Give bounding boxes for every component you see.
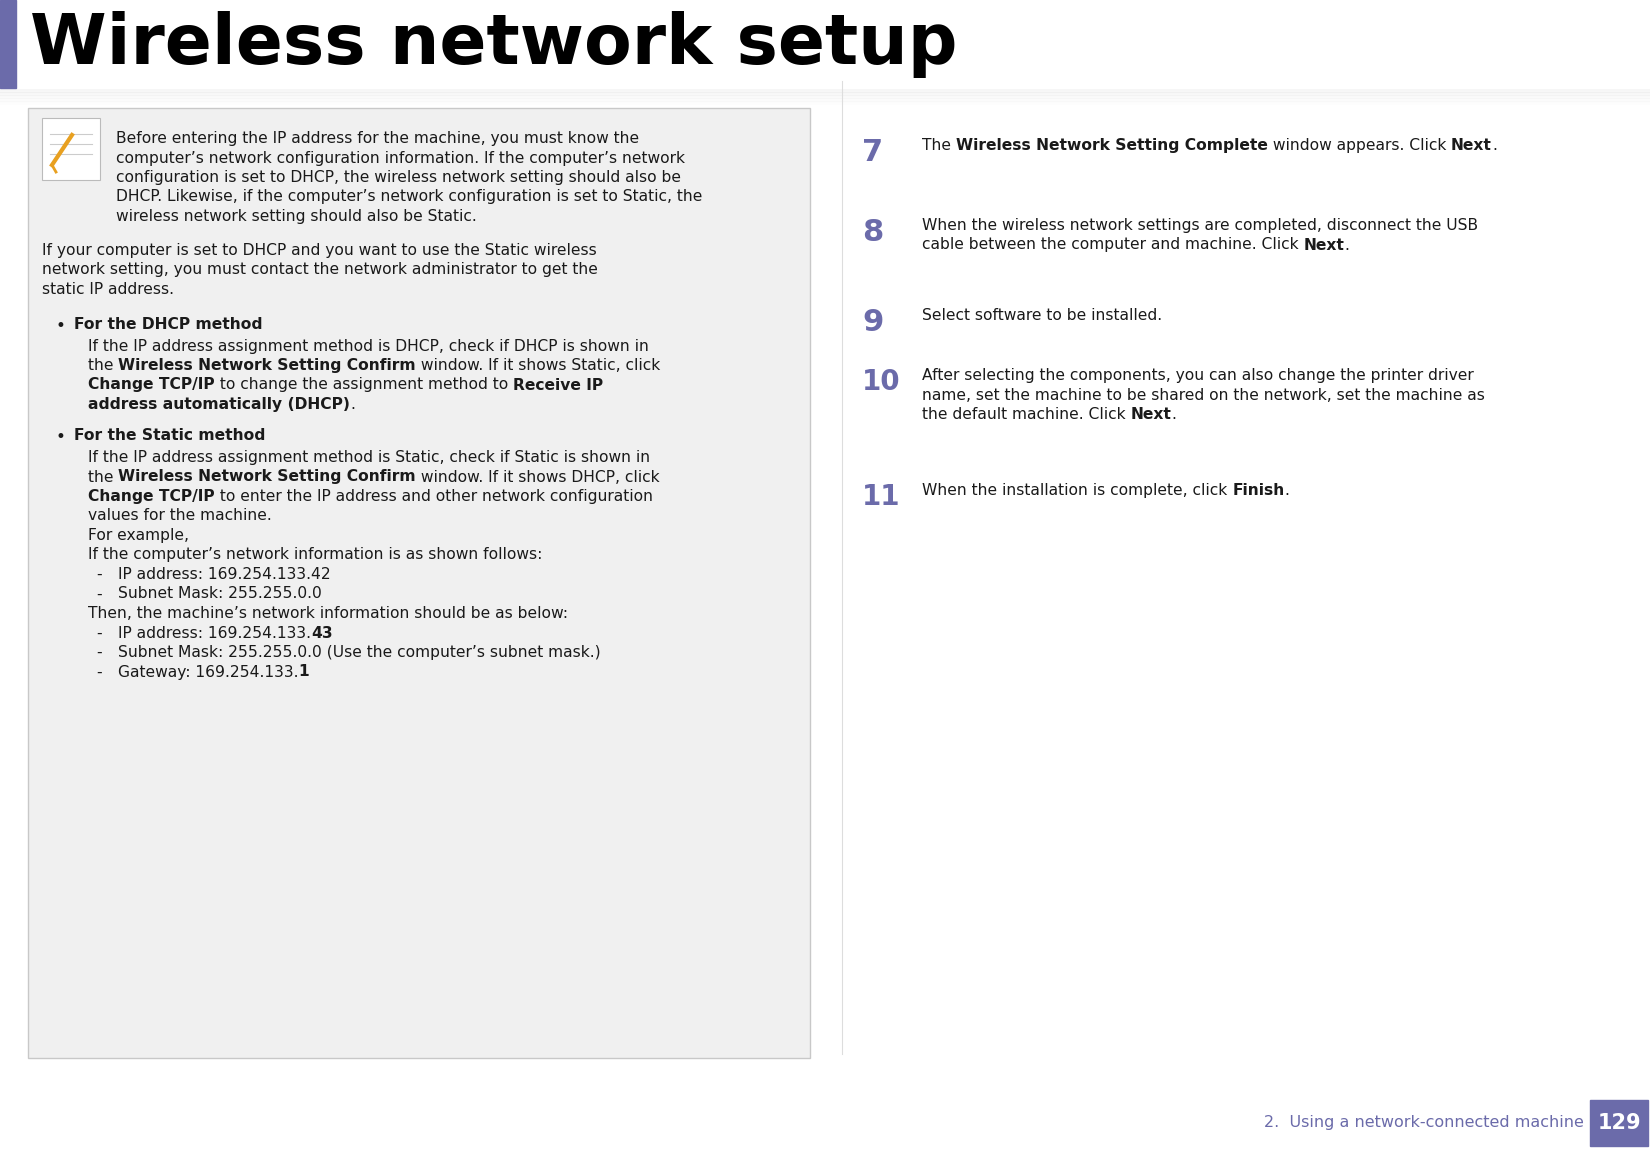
Text: to change the assignment method to: to change the assignment method to bbox=[214, 378, 513, 393]
Text: Finish: Finish bbox=[1233, 483, 1284, 498]
Text: If your computer is set to DHCP and you want to use the Static wireless: If your computer is set to DHCP and you … bbox=[41, 242, 597, 257]
Text: Subnet Mask: 255.255.0.0: Subnet Mask: 255.255.0.0 bbox=[119, 586, 322, 601]
Text: the: the bbox=[87, 358, 119, 373]
Text: -: - bbox=[96, 665, 102, 680]
Text: 8: 8 bbox=[861, 218, 883, 247]
Bar bbox=[41, 118, 101, 179]
Text: 1: 1 bbox=[299, 665, 309, 680]
Text: Before entering the IP address for the machine, you must know the: Before entering the IP address for the m… bbox=[116, 131, 639, 146]
Text: .: . bbox=[350, 397, 355, 412]
Text: configuration is set to DHCP, the wireless network setting should also be: configuration is set to DHCP, the wirele… bbox=[116, 170, 681, 185]
Text: DHCP. Likewise, if the computer’s network configuration is set to Static, the: DHCP. Likewise, if the computer’s networ… bbox=[116, 190, 703, 205]
Text: 2.  Using a network-connected machine: 2. Using a network-connected machine bbox=[1264, 1115, 1584, 1130]
Text: IP address: 169.254.133.42: IP address: 169.254.133.42 bbox=[119, 567, 330, 582]
Text: -: - bbox=[96, 645, 102, 660]
Text: wireless network setting should also be Static.: wireless network setting should also be … bbox=[116, 208, 477, 223]
Text: static IP address.: static IP address. bbox=[41, 281, 173, 296]
Text: Wireless Network Setting Confirm: Wireless Network Setting Confirm bbox=[119, 469, 416, 484]
Text: If the IP address assignment method is Static, check if Static is shown in: If the IP address assignment method is S… bbox=[87, 450, 650, 466]
Text: If the computer’s network information is as shown follows:: If the computer’s network information is… bbox=[87, 548, 543, 563]
Text: window. If it shows DHCP, click: window. If it shows DHCP, click bbox=[416, 469, 660, 484]
Text: values for the machine.: values for the machine. bbox=[87, 508, 272, 523]
Text: .: . bbox=[1284, 483, 1289, 498]
Text: Next: Next bbox=[1304, 237, 1345, 252]
Text: Wireless network setup: Wireless network setup bbox=[30, 10, 957, 78]
Text: Change TCP/IP: Change TCP/IP bbox=[87, 378, 215, 393]
Text: Wireless Network Setting Confirm: Wireless Network Setting Confirm bbox=[119, 358, 416, 373]
Text: If the IP address assignment method is DHCP, check if DHCP is shown in: If the IP address assignment method is D… bbox=[87, 338, 648, 353]
Text: .: . bbox=[1492, 138, 1497, 153]
Text: 11: 11 bbox=[861, 483, 901, 511]
Text: .: . bbox=[1345, 237, 1350, 252]
Text: -: - bbox=[96, 625, 102, 640]
Text: Subnet Mask: 255.255.0.0 (Use the computer’s subnet mask.): Subnet Mask: 255.255.0.0 (Use the comput… bbox=[119, 645, 601, 660]
Text: 7: 7 bbox=[861, 138, 883, 167]
Text: Wireless Network Setting Complete: Wireless Network Setting Complete bbox=[955, 138, 1267, 153]
Text: For the Static method: For the Static method bbox=[74, 428, 266, 444]
Text: Next: Next bbox=[1130, 406, 1171, 422]
Text: After selecting the components, you can also change the printer driver: After selecting the components, you can … bbox=[922, 368, 1473, 383]
Bar bbox=[28, 108, 810, 1058]
Text: Change TCP/IP: Change TCP/IP bbox=[87, 489, 215, 504]
Text: the: the bbox=[87, 469, 119, 484]
Bar bbox=[0, 0, 16, 88]
Text: .: . bbox=[1172, 406, 1176, 422]
Text: address automatically (DHCP): address automatically (DHCP) bbox=[87, 397, 350, 412]
Bar bbox=[1591, 1100, 1648, 1146]
Text: When the wireless network settings are completed, disconnect the USB: When the wireless network settings are c… bbox=[922, 218, 1478, 233]
Text: Receive IP: Receive IP bbox=[513, 378, 602, 393]
Text: For example,: For example, bbox=[87, 528, 190, 543]
Text: -: - bbox=[96, 586, 102, 601]
Text: 9: 9 bbox=[861, 308, 883, 337]
Text: When the installation is complete, click: When the installation is complete, click bbox=[922, 483, 1233, 498]
Text: network setting, you must contact the network administrator to get the: network setting, you must contact the ne… bbox=[41, 262, 597, 277]
Text: Next: Next bbox=[1450, 138, 1492, 153]
Text: 10: 10 bbox=[861, 368, 901, 396]
Text: For the DHCP method: For the DHCP method bbox=[74, 317, 262, 332]
Text: Select software to be installed.: Select software to be installed. bbox=[922, 308, 1162, 323]
Text: cable between the computer and machine. Click: cable between the computer and machine. … bbox=[922, 237, 1304, 252]
Text: -: - bbox=[96, 567, 102, 582]
Text: 129: 129 bbox=[1597, 1113, 1640, 1133]
Text: to enter the IP address and other network configuration: to enter the IP address and other networ… bbox=[214, 489, 653, 504]
Text: The: The bbox=[922, 138, 955, 153]
Text: computer’s network configuration information. If the computer’s network: computer’s network configuration informa… bbox=[116, 151, 685, 166]
Text: window. If it shows Static, click: window. If it shows Static, click bbox=[416, 358, 660, 373]
Text: the default machine. Click: the default machine. Click bbox=[922, 406, 1130, 422]
Text: window appears. Click: window appears. Click bbox=[1267, 138, 1450, 153]
Text: name, set the machine to be shared on the network, set the machine as: name, set the machine to be shared on th… bbox=[922, 388, 1485, 403]
Text: Then, the machine’s network information should be as below:: Then, the machine’s network information … bbox=[87, 606, 568, 621]
Text: •: • bbox=[54, 317, 64, 335]
Text: Gateway: 169.254.133.: Gateway: 169.254.133. bbox=[119, 665, 299, 680]
Text: 43: 43 bbox=[310, 625, 333, 640]
Text: IP address: 169.254.133.: IP address: 169.254.133. bbox=[119, 625, 310, 640]
Text: •: • bbox=[54, 428, 64, 447]
